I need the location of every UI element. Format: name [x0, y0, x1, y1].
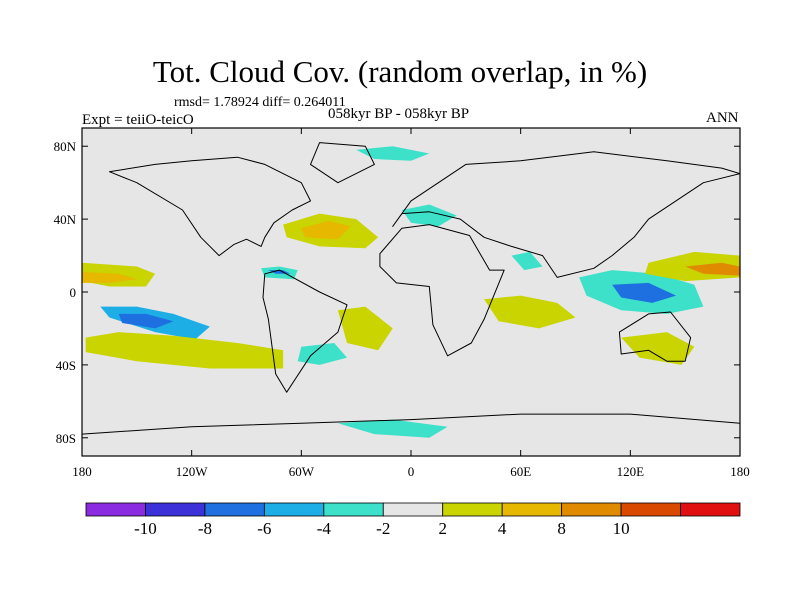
colorbar-box: [442, 502, 503, 517]
anomaly-patch-indian-ocean-wet: [484, 295, 576, 329]
anomaly-patches: [82, 146, 740, 438]
colorbar-label: -6: [257, 519, 271, 538]
x-tick-label: 60W: [289, 464, 315, 479]
colorbar-label: -2: [376, 519, 390, 538]
anomaly-patch-east-pacific-core: [118, 313, 174, 329]
colorbar-label: 4: [498, 519, 507, 538]
anomaly-patch-north-atlantic-core: [301, 220, 351, 240]
x-tick-label: 60E: [510, 464, 531, 479]
colorbar-box: [620, 502, 681, 517]
period-label: 058kyr BP - 058kyr BP: [328, 106, 470, 122]
anomaly-patch-europe-dry: [401, 204, 457, 227]
colorbar-label: 2: [438, 519, 447, 538]
map-title: Tot. Cloud Cov. (random overlap, in %): [152, 54, 648, 89]
colorbar-label: -8: [198, 519, 212, 538]
coastline-africa: [379, 224, 505, 357]
y-tick-label: 40S: [56, 358, 76, 373]
coastline-australia: [618, 311, 692, 362]
colorbar-box: [204, 502, 265, 517]
colorbar-box: [382, 502, 444, 517]
colorbar-label: -10: [134, 519, 157, 538]
anomaly-patch-north-pacific-core: [82, 272, 137, 283]
colorbar: -10 -8 -6 -4 -2 2 4 8 10: [85, 502, 741, 538]
colorbar-label: 10: [613, 519, 630, 538]
y-tick-label: 40N: [54, 212, 77, 227]
colorbar-box: [263, 502, 325, 517]
colorbar-label: -4: [317, 519, 332, 538]
x-tick-label: 180: [72, 464, 92, 479]
anomaly-patch-southern-ocean-dry: [337, 419, 448, 438]
anomaly-patch-arabian-dry: [511, 251, 543, 271]
coastline-antarctica: [82, 413, 740, 435]
anomaly-patch-west-pacific-core: [685, 262, 740, 276]
anomaly-patch-south-atlantic-dry: [297, 343, 347, 365]
coastline-north-america: [108, 156, 311, 257]
colorbar-label: 8: [557, 519, 566, 538]
y-tick-label: 80S: [56, 431, 76, 446]
coastline-south-america: [262, 269, 348, 393]
coastlines: [82, 142, 740, 435]
colorbar-box: [323, 502, 384, 517]
x-tick-label: 180: [730, 464, 750, 479]
stats-line: rmsd= 1.78924 diff= 0.264011: [174, 95, 346, 110]
anomaly-patch-arctic-dry: [356, 146, 430, 161]
x-tick-label: 120W: [176, 464, 209, 479]
x-tick-label: 120E: [617, 464, 645, 479]
y-tick-label: 0: [70, 285, 77, 300]
y-tick-label: 80N: [54, 139, 77, 154]
colorbar-box: [501, 502, 563, 517]
season-label: ANN: [706, 110, 739, 126]
experiment-label: Expt = teiiO-teicO: [82, 112, 194, 128]
anomaly-patch-south-atlantic-wet: [337, 306, 393, 351]
coastline-greenland: [310, 142, 375, 184]
coastline-eurasia: [392, 151, 740, 278]
anomaly-patch-spcz-wet: [85, 332, 284, 369]
anomaly-patch-australia-wet: [621, 332, 695, 365]
colorbar-box: [85, 502, 146, 517]
colorbar-box: [561, 502, 622, 517]
x-tick-label: 0: [408, 464, 415, 479]
anomaly-patch-maritime-continent-core: [612, 282, 676, 303]
colorbar-box: [680, 502, 741, 517]
axis-ticks: 180 120W 60W 0 60E 120E 180 80N 40N 0 40S 80S: [54, 128, 750, 479]
colorbar-box: [145, 502, 206, 517]
